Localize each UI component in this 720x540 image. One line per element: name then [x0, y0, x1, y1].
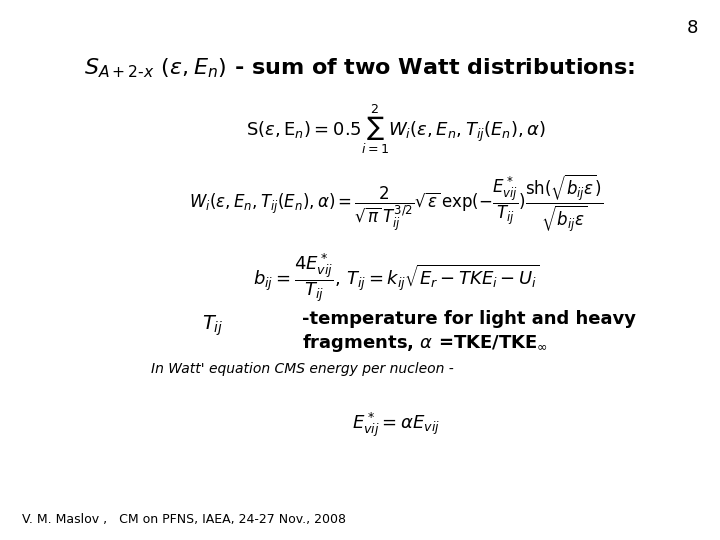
Text: $T_{ij}$: $T_{ij}$: [202, 313, 223, 338]
Text: V. M. Maslov ,   CM on PFNS, IAEA, 24-27 Nov., 2008: V. M. Maslov , CM on PFNS, IAEA, 24-27 N…: [22, 514, 346, 526]
Text: $E^*_{vij} = \alpha E_{vij}$: $E^*_{vij} = \alpha E_{vij}$: [352, 410, 440, 439]
Text: $\mathrm{S}(\varepsilon, \mathrm{E}_n) = 0.5\sum_{i=1}^{2} W_i(\varepsilon, E_n,: $\mathrm{S}(\varepsilon, \mathrm{E}_n) =…: [246, 103, 546, 156]
Text: $\mathit{S}_{A+2\text{-}x}$ $(\varepsilon,\mathit{E}_n)$ - sum of two Watt distr: $\mathit{S}_{A+2\text{-}x}$ $(\varepsilo…: [84, 57, 636, 80]
Text: $W_i(\varepsilon, E_n, T_{ij}(E_n), \alpha) = \dfrac{2}{\sqrt{\pi}\, T_{ij}^{3/2: $W_i(\varepsilon, E_n, T_{ij}(E_n), \alp…: [189, 173, 603, 234]
Text: In Watt' equation CMS energy per nucleon -: In Watt' equation CMS energy per nucleon…: [151, 362, 454, 376]
Text: 8: 8: [687, 19, 698, 37]
Text: -temperature for light and heavy
fragments, $\alpha$ =TKE/TKE$_{\infty}$: -temperature for light and heavy fragmen…: [302, 310, 636, 354]
Text: $b_{ij} = \dfrac{4E^*_{vij}}{T_{ij}},\, T_{ij} = k_{ij}\sqrt{E_r - TKE_i - U_i}$: $b_{ij} = \dfrac{4E^*_{vij}}{T_{ij}},\, …: [253, 251, 539, 304]
